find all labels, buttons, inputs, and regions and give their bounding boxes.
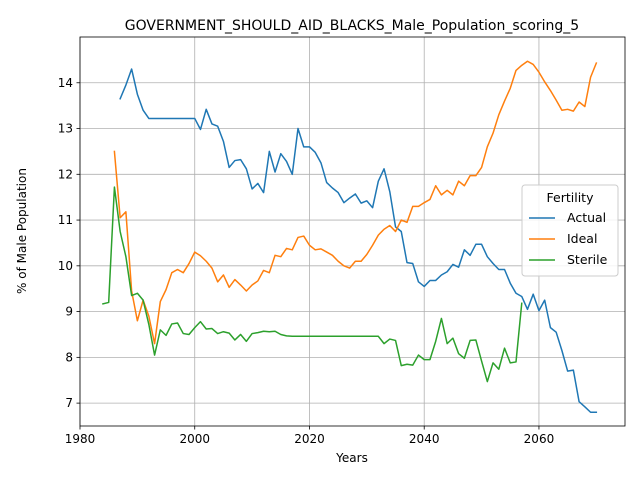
- y-tick-label-13: 13: [58, 122, 73, 136]
- legend-entry-actual: Actual: [529, 210, 606, 225]
- legend-entry-sterile: Sterile: [529, 252, 608, 267]
- x-tick-label-2040: 2040: [409, 432, 440, 446]
- y-tick-label-12: 12: [58, 167, 73, 181]
- x-tick-label-2020: 2020: [294, 432, 325, 446]
- series-line-ideal: [113, 60, 598, 345]
- y-tick-label-9: 9: [65, 305, 73, 319]
- plot-area-frame: [79, 36, 626, 427]
- y-tick-label-14: 14: [58, 76, 73, 90]
- legend: Fertility Actual Ideal Sterile: [521, 184, 619, 277]
- x-axis-label: Years: [335, 451, 368, 465]
- y-tick-label-10: 10: [58, 259, 73, 273]
- y-tick-label-8: 8: [65, 350, 73, 364]
- legend-label-sterile: Sterile: [567, 252, 608, 267]
- legend-label-actual: Actual: [567, 210, 606, 225]
- y-axis-label: % of Male Population: [15, 168, 29, 294]
- legend-label-ideal: Ideal: [567, 231, 597, 246]
- series-lines: [102, 60, 598, 414]
- chart-title: GOVERNMENT_SHOULD_AID_BLACKS_Male_Popula…: [125, 18, 579, 34]
- legend-box: [521, 184, 619, 277]
- series-line-actual: [119, 68, 598, 414]
- x-tick-label-2060: 2060: [524, 432, 555, 446]
- y-tick-label-7: 7: [65, 396, 73, 410]
- axis-ticks: 1980 2000 2020 2040 2060 7 8 9 10 11 12 13 14: [58, 76, 555, 446]
- y-tick-label-11: 11: [58, 213, 73, 227]
- legend-title: Fertility: [547, 190, 595, 205]
- series-line-sterile: [102, 186, 523, 383]
- x-tick-label-1980: 1980: [65, 432, 96, 446]
- legend-entry-ideal: Ideal: [529, 231, 597, 246]
- x-tick-label-2000: 2000: [179, 432, 210, 446]
